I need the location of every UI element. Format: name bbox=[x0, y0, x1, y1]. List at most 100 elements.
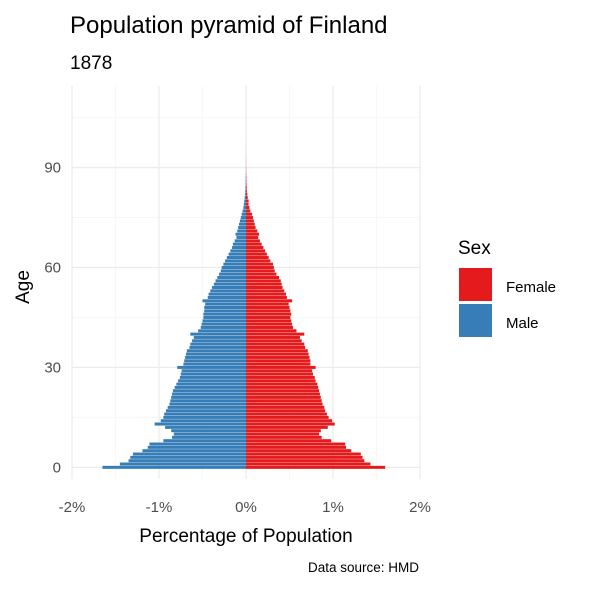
bar-male-age-5 bbox=[142, 449, 246, 453]
bar-male-age-17 bbox=[165, 409, 246, 413]
bar-female-age-63 bbox=[246, 256, 269, 260]
x-tick-label: 2% bbox=[409, 499, 431, 516]
bar-female-age-32 bbox=[246, 359, 311, 363]
bar-male-age-83 bbox=[245, 189, 246, 193]
bar-male-age-28 bbox=[180, 372, 246, 376]
bar-male-age-27 bbox=[179, 375, 246, 379]
bar-female-age-47 bbox=[246, 309, 291, 313]
bar-female-age-53 bbox=[246, 289, 285, 293]
bar-female-age-10 bbox=[246, 432, 320, 436]
y-tick-label: 60 bbox=[44, 260, 61, 277]
bar-female-age-82 bbox=[246, 192, 248, 196]
bar-male-age-30 bbox=[177, 365, 246, 369]
bar-male-age-62 bbox=[225, 259, 246, 263]
bar-female-age-79 bbox=[246, 202, 249, 206]
y-tick-label: 90 bbox=[44, 160, 61, 177]
bar-male-age-33 bbox=[185, 355, 246, 359]
bar-male-age-76 bbox=[241, 212, 246, 216]
x-tick-label: 1% bbox=[322, 499, 344, 516]
bar-male-age-19 bbox=[169, 402, 246, 406]
bar-female-age-69 bbox=[246, 236, 259, 240]
bar-female-age-61 bbox=[246, 262, 273, 266]
bar-male-age-47 bbox=[204, 309, 246, 313]
bar-male-age-42 bbox=[200, 325, 246, 329]
bar-male-age-59 bbox=[220, 269, 246, 273]
bar-female-age-76 bbox=[246, 212, 253, 216]
y-tick-label: 0 bbox=[53, 459, 61, 476]
bar-female-age-25 bbox=[246, 382, 318, 386]
bar-female-age-81 bbox=[246, 196, 248, 200]
bar-female-age-59 bbox=[246, 269, 275, 273]
bar-female-age-7 bbox=[246, 442, 346, 446]
bar-female-age-65 bbox=[246, 249, 266, 253]
x-axis-title: Percentage of Population bbox=[139, 526, 352, 547]
x-tick-label: 0% bbox=[235, 499, 257, 516]
bar-female-age-3 bbox=[246, 455, 363, 459]
legend-key-female bbox=[459, 268, 492, 301]
bar-male-age-46 bbox=[203, 312, 246, 316]
bar-male-age-52 bbox=[208, 292, 246, 296]
bar-female-age-16 bbox=[246, 412, 327, 416]
bar-male-age-72 bbox=[238, 226, 246, 230]
bar-female-age-44 bbox=[246, 319, 292, 323]
bar-male-age-12 bbox=[165, 425, 246, 429]
bar-male-age-75 bbox=[240, 216, 246, 220]
chart-title: Population pyramid of Finland bbox=[70, 12, 388, 39]
bar-female-age-5 bbox=[246, 449, 352, 453]
bar-male-age-50 bbox=[202, 299, 246, 303]
bar-male-age-55 bbox=[213, 282, 246, 286]
bar-male-age-81 bbox=[244, 196, 246, 200]
bar-female-age-74 bbox=[246, 219, 254, 223]
bar-male-age-23 bbox=[172, 389, 246, 393]
bar-female-age-36 bbox=[246, 345, 306, 349]
y-tick-label: 30 bbox=[44, 359, 61, 376]
legend-title: Sex bbox=[458, 238, 491, 259]
bar-female-age-57 bbox=[246, 276, 280, 280]
bars bbox=[102, 136, 386, 469]
bar-female-age-14 bbox=[246, 419, 333, 423]
bar-female-age-9 bbox=[246, 435, 322, 439]
bar-male-age-18 bbox=[167, 405, 246, 409]
bar-female-age-27 bbox=[246, 375, 315, 379]
bar-female-age-2 bbox=[246, 459, 365, 463]
y-axis-title: Age bbox=[13, 270, 34, 304]
bar-female-age-51 bbox=[246, 295, 287, 299]
bar-male-age-40 bbox=[190, 332, 246, 336]
bar-male-age-66 bbox=[232, 246, 246, 250]
legend-label-male: Male bbox=[506, 315, 539, 332]
bar-male-age-43 bbox=[201, 322, 246, 326]
bar-female-age-19 bbox=[246, 402, 323, 406]
x-tick-label: -2% bbox=[59, 499, 86, 516]
bar-female-age-55 bbox=[246, 282, 282, 286]
bar-male-age-77 bbox=[242, 209, 246, 213]
bar-female-age-67 bbox=[246, 242, 262, 246]
legend-key-male bbox=[459, 304, 492, 337]
bar-female-age-83 bbox=[246, 189, 247, 193]
bar-female-age-64 bbox=[246, 252, 267, 256]
bar-male-age-14 bbox=[160, 419, 246, 423]
bar-female-age-13 bbox=[246, 422, 335, 426]
bar-female-age-70 bbox=[246, 232, 260, 236]
bar-male-age-53 bbox=[210, 289, 246, 293]
bar-female-age-35 bbox=[246, 349, 308, 353]
bar-male-age-69 bbox=[236, 236, 246, 240]
chart-caption: Data source: HMD bbox=[308, 560, 419, 575]
bar-female-age-60 bbox=[246, 266, 274, 270]
bar-female-age-31 bbox=[246, 362, 311, 366]
bar-male-age-60 bbox=[221, 266, 246, 270]
bar-male-age-8 bbox=[163, 439, 246, 443]
legend: Sex Female Male bbox=[458, 238, 556, 337]
bar-female-age-30 bbox=[246, 365, 316, 369]
bar-female-age-56 bbox=[246, 279, 281, 283]
bar-male-age-21 bbox=[171, 395, 246, 399]
bar-male-age-25 bbox=[176, 382, 246, 386]
bar-male-age-24 bbox=[174, 385, 246, 389]
bar-female-age-38 bbox=[246, 339, 302, 343]
bar-male-age-36 bbox=[189, 345, 246, 349]
bar-female-age-28 bbox=[246, 372, 313, 376]
bar-male-age-0 bbox=[102, 465, 246, 469]
bar-female-age-40 bbox=[246, 332, 305, 336]
bar-female-age-71 bbox=[246, 229, 258, 233]
bar-female-age-12 bbox=[246, 425, 328, 429]
bar-female-age-50 bbox=[246, 299, 293, 303]
